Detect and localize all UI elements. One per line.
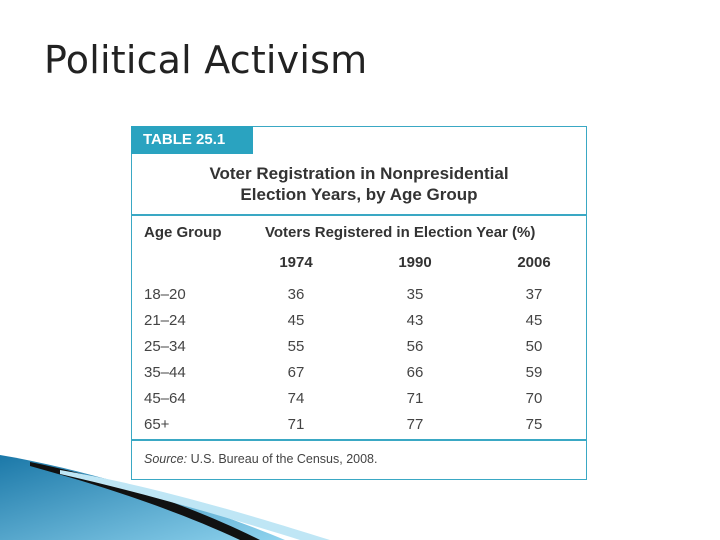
row-age: 35–44 [144, 364, 186, 381]
row-value-1974: 45 [287, 312, 305, 329]
table-source-note: Source: U.S. Bureau of the Census, 2008. [144, 452, 378, 466]
year-header-2006: 2006 [517, 254, 551, 271]
row-value-1990: 43 [406, 312, 424, 329]
row-value-2006: 59 [525, 364, 543, 381]
row-value-2006: 70 [525, 390, 543, 407]
source-label: Source: [144, 452, 188, 466]
row-value-2006: 37 [525, 286, 543, 303]
table-row: 35–44 67 66 59 [132, 364, 586, 390]
row-age: 45–64 [144, 390, 186, 407]
row-age: 25–34 [144, 338, 186, 355]
column-header-voters: Voters Registered in Election Year (%) [265, 224, 536, 241]
slide-title: Political Activism [44, 38, 368, 82]
table-row: 65+ 71 77 75 [132, 416, 586, 442]
row-value-1990: 77 [406, 416, 424, 433]
table-row: 21–24 45 43 45 [132, 312, 586, 338]
row-value-1990: 56 [406, 338, 424, 355]
row-value-1974: 55 [287, 338, 305, 355]
row-value-1974: 71 [287, 416, 305, 433]
table-heading: Voter Registration in Nonpresidential El… [132, 163, 586, 205]
row-value-1990: 35 [406, 286, 424, 303]
column-header-age: Age Group [144, 224, 222, 241]
row-value-1974: 67 [287, 364, 305, 381]
source-text: U.S. Bureau of the Census, 2008. [187, 452, 378, 466]
year-header-1990: 1990 [398, 254, 432, 271]
table-rule-top [132, 214, 586, 216]
table-row: 18–20 36 35 37 [132, 286, 586, 312]
row-age: 18–20 [144, 286, 186, 303]
row-value-1974: 36 [287, 286, 305, 303]
row-value-1974: 74 [287, 390, 305, 407]
row-value-1990: 66 [406, 364, 424, 381]
table-heading-line1: Voter Registration in Nonpresidential [209, 164, 509, 183]
table-heading-line2: Election Years, by Age Group [240, 185, 478, 204]
row-age: 65+ [144, 416, 170, 433]
row-value-1990: 71 [406, 390, 424, 407]
row-value-2006: 75 [525, 416, 543, 433]
table-rule-bottom [132, 439, 586, 441]
data-table: TABLE 25.1 Voter Registration in Nonpres… [131, 126, 587, 480]
table-row: 45–64 74 71 70 [132, 390, 586, 416]
table-tag: TABLE 25.1 [131, 126, 253, 154]
row-value-2006: 50 [525, 338, 543, 355]
table-row: 25–34 55 56 50 [132, 338, 586, 364]
row-age: 21–24 [144, 312, 186, 329]
row-value-2006: 45 [525, 312, 543, 329]
year-header-1974: 1974 [279, 254, 313, 271]
